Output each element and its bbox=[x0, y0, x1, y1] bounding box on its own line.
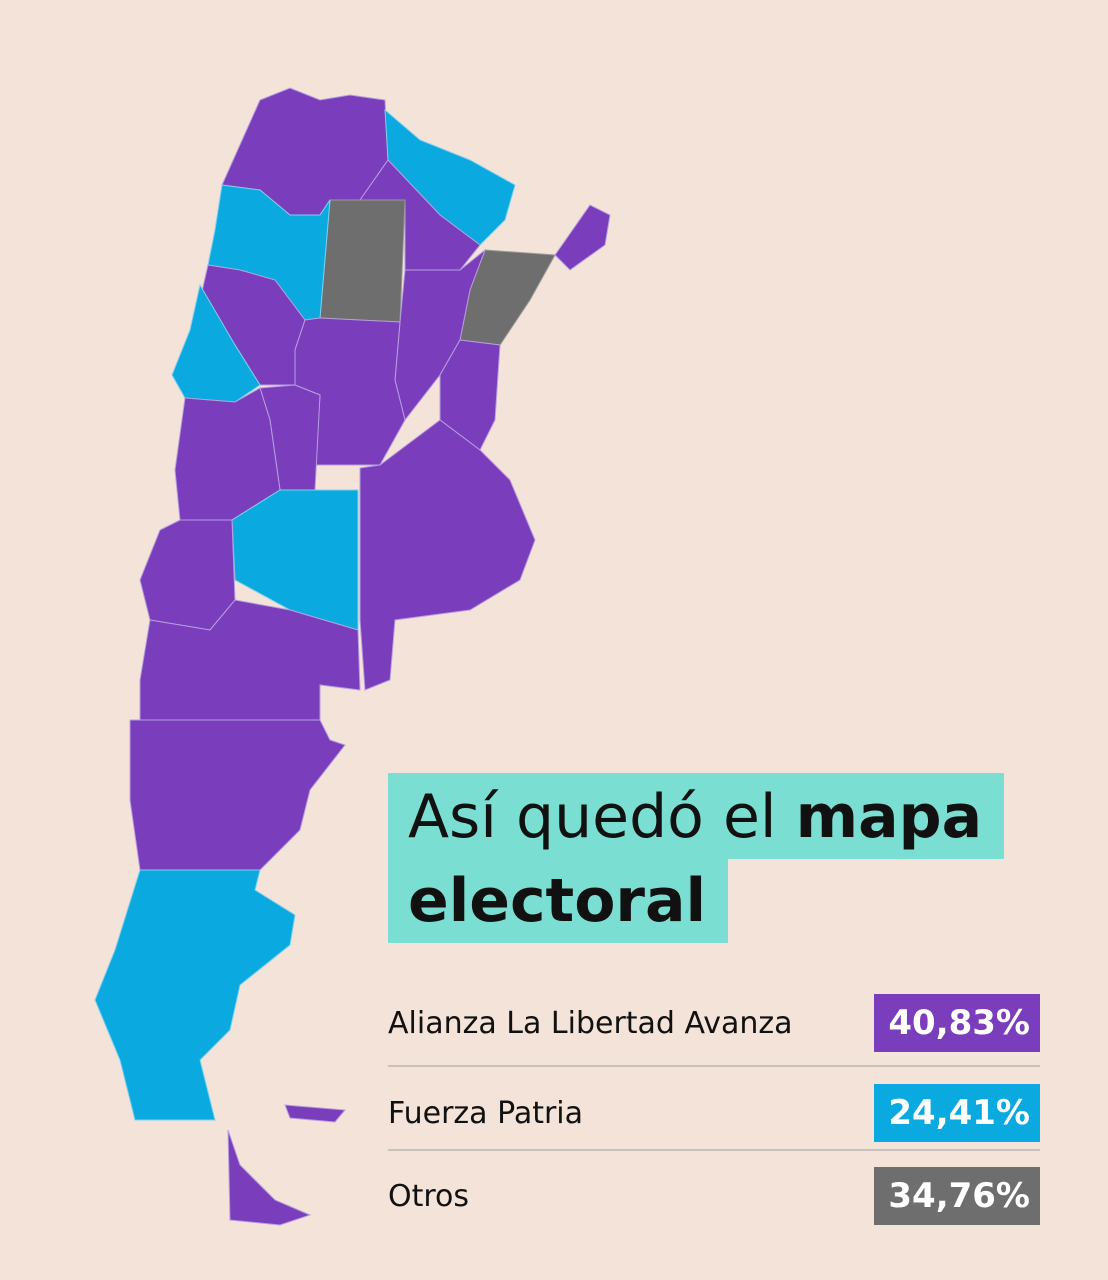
title-normal: Así quedó el bbox=[408, 782, 777, 852]
legend-value: 40,83% bbox=[874, 994, 1040, 1052]
province bbox=[94, 869, 296, 1121]
province bbox=[227, 1129, 312, 1226]
province bbox=[319, 199, 406, 323]
argentina-map bbox=[94, 87, 611, 1226]
legend-label: Alianza La Libertad Avanza bbox=[388, 1006, 793, 1041]
province bbox=[554, 204, 611, 271]
province bbox=[139, 519, 236, 631]
legend-label: Otros bbox=[388, 1179, 470, 1214]
legend-value: 24,41% bbox=[874, 1084, 1040, 1142]
title-line: Así quedó el mapa bbox=[388, 773, 1005, 859]
legend-value: 34,76% bbox=[874, 1167, 1040, 1225]
province bbox=[359, 419, 536, 691]
legend-label: Fuerza Patria bbox=[388, 1096, 584, 1131]
province bbox=[231, 489, 359, 631]
legend-row: Alianza La Libertad Avanza 40,83% bbox=[388, 994, 1040, 1052]
title-bold: mapa bbox=[795, 782, 983, 852]
province bbox=[129, 719, 346, 871]
separator bbox=[388, 1149, 1040, 1151]
province bbox=[139, 599, 361, 721]
legend-row: Fuerza Patria 24,41% bbox=[388, 1084, 1040, 1142]
separator bbox=[388, 1065, 1040, 1067]
title: Así quedó el mapa electoral bbox=[388, 773, 1005, 943]
title-line: electoral bbox=[388, 859, 729, 943]
title-bold: electoral bbox=[408, 866, 707, 936]
islands bbox=[284, 1104, 346, 1123]
legend-row: Otros 34,76% bbox=[388, 1167, 1040, 1225]
